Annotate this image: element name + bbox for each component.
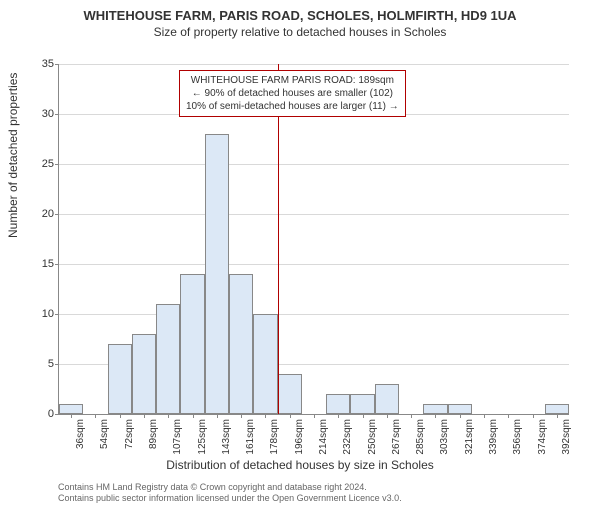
ytick-label: 25 xyxy=(24,158,54,170)
ytick-label: 35 xyxy=(24,58,54,70)
xtick-label: 356sqm xyxy=(512,419,523,455)
gridline xyxy=(59,264,569,265)
histogram-bar xyxy=(132,334,156,414)
histogram-bar xyxy=(205,134,229,414)
ytick-label: 30 xyxy=(24,108,54,120)
ytick-label: 0 xyxy=(24,408,54,420)
xtick-mark xyxy=(314,414,315,418)
xtick-label: 339sqm xyxy=(488,419,499,455)
histogram-bar xyxy=(448,404,472,414)
annotation-line2: ← 90% of detached houses are smaller (10… xyxy=(186,87,399,100)
xtick-mark xyxy=(241,414,242,418)
xtick-label: 250sqm xyxy=(367,419,378,455)
histogram-bar xyxy=(156,304,180,414)
ytick-mark xyxy=(55,114,59,115)
gridline xyxy=(59,164,569,165)
histogram-bar xyxy=(350,394,374,414)
ytick-label: 20 xyxy=(24,208,54,220)
histogram-bar xyxy=(180,274,204,414)
xtick-mark xyxy=(363,414,364,418)
xtick-label: 89sqm xyxy=(148,419,159,449)
xtick-mark xyxy=(193,414,194,418)
y-axis-label: Number of detached properties xyxy=(6,73,20,238)
xtick-mark xyxy=(95,414,96,418)
histogram-bar xyxy=(59,404,83,414)
gridline xyxy=(59,314,569,315)
xtick-mark xyxy=(120,414,121,418)
xtick-label: 285sqm xyxy=(415,419,426,455)
xtick-mark xyxy=(508,414,509,418)
xtick-label: 232sqm xyxy=(342,419,353,455)
annotation-line1: WHITEHOUSE FARM PARIS ROAD: 189sqm xyxy=(186,74,399,87)
ytick-mark xyxy=(55,414,59,415)
xtick-label: 36sqm xyxy=(75,419,86,449)
xtick-mark xyxy=(557,414,558,418)
xtick-mark xyxy=(290,414,291,418)
xtick-mark xyxy=(168,414,169,418)
xtick-label: 214sqm xyxy=(318,419,329,455)
title-main: WHITEHOUSE FARM, PARIS ROAD, SCHOLES, HO… xyxy=(0,8,600,23)
xtick-label: 161sqm xyxy=(245,419,256,455)
gridline xyxy=(59,214,569,215)
ytick-label: 5 xyxy=(24,358,54,370)
xtick-label: 143sqm xyxy=(221,419,232,455)
annotation-box: WHITEHOUSE FARM PARIS ROAD: 189sqm← 90% … xyxy=(179,70,406,117)
histogram-bar xyxy=(253,314,277,414)
x-axis-label: Distribution of detached houses by size … xyxy=(0,458,600,472)
ytick-label: 15 xyxy=(24,258,54,270)
xtick-label: 374sqm xyxy=(537,419,548,455)
xtick-mark xyxy=(338,414,339,418)
annotation-line3: 10% of semi-detached houses are larger (… xyxy=(186,100,399,113)
xtick-label: 125sqm xyxy=(197,419,208,455)
attribution-line1: Contains HM Land Registry data © Crown c… xyxy=(58,482,402,493)
xtick-mark xyxy=(435,414,436,418)
histogram-bar xyxy=(326,394,350,414)
xtick-label: 196sqm xyxy=(294,419,305,455)
xtick-label: 54sqm xyxy=(99,419,110,449)
title-sub: Size of property relative to detached ho… xyxy=(0,25,600,39)
ytick-mark xyxy=(55,64,59,65)
plot-region: 0510152025303536sqm54sqm72sqm89sqm107sqm… xyxy=(58,64,569,415)
histogram-chart: 0510152025303536sqm54sqm72sqm89sqm107sqm… xyxy=(58,64,568,414)
histogram-bar xyxy=(108,344,132,414)
xtick-label: 267sqm xyxy=(391,419,402,455)
xtick-mark xyxy=(533,414,534,418)
ytick-label: 10 xyxy=(24,308,54,320)
attribution-line2: Contains public sector information licen… xyxy=(58,493,402,504)
xtick-mark xyxy=(217,414,218,418)
xtick-label: 107sqm xyxy=(172,419,183,455)
xtick-mark xyxy=(144,414,145,418)
ytick-mark xyxy=(55,314,59,315)
xtick-mark xyxy=(411,414,412,418)
ytick-mark xyxy=(55,264,59,265)
xtick-label: 392sqm xyxy=(561,419,572,455)
xtick-mark xyxy=(71,414,72,418)
ytick-mark xyxy=(55,364,59,365)
xtick-mark xyxy=(484,414,485,418)
gridline xyxy=(59,64,569,65)
xtick-mark xyxy=(387,414,388,418)
histogram-bar xyxy=(229,274,253,414)
ytick-mark xyxy=(55,164,59,165)
xtick-mark xyxy=(460,414,461,418)
histogram-bar xyxy=(375,384,399,414)
xtick-label: 321sqm xyxy=(464,419,475,455)
attribution-text: Contains HM Land Registry data © Crown c… xyxy=(58,482,402,504)
histogram-bar xyxy=(545,404,569,414)
xtick-label: 303sqm xyxy=(439,419,450,455)
xtick-mark xyxy=(265,414,266,418)
xtick-label: 178sqm xyxy=(269,419,280,455)
xtick-label: 72sqm xyxy=(124,419,135,449)
histogram-bar xyxy=(278,374,302,414)
ytick-mark xyxy=(55,214,59,215)
histogram-bar xyxy=(423,404,447,414)
